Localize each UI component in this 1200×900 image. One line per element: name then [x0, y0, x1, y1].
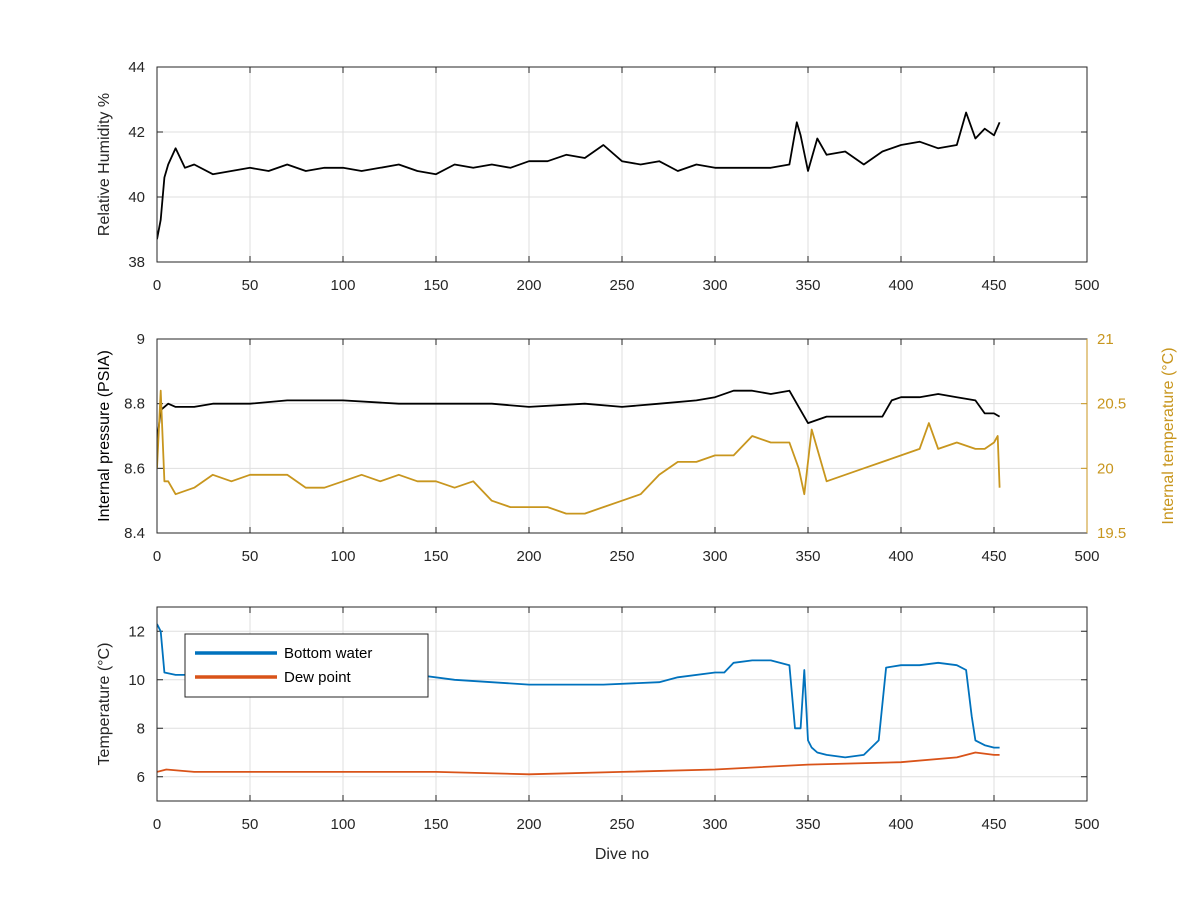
x-tick-label: 500 [1074, 277, 1099, 294]
x-tick-label: 250 [609, 277, 634, 294]
y2-tick-label: 20 [1097, 460, 1114, 477]
y2-tick-label: 21 [1097, 331, 1114, 348]
y-tick-label: 44 [128, 59, 145, 76]
x-tick-label: 0 [153, 816, 161, 833]
legend: Bottom water Dew point [184, 633, 429, 698]
x-tick-label: 400 [888, 548, 913, 565]
x-tick-label: 200 [516, 277, 541, 294]
x-tick-label: 200 [516, 548, 541, 565]
y-tick-label: 38 [128, 254, 145, 271]
x-tick-label: 150 [423, 277, 448, 294]
x-tick-label: 150 [423, 548, 448, 565]
x-axis-label: Dive no [595, 846, 649, 863]
y-tick-label: 40 [128, 189, 145, 206]
y-tick-label: 6 [137, 769, 145, 786]
y-axis-label: Temperature (°C) [96, 643, 113, 766]
y-tick-label: 8 [137, 720, 145, 737]
x-tick-label: 100 [330, 548, 355, 565]
series-line-1 [157, 389, 1001, 443]
x-tick-label: 0 [153, 277, 161, 294]
x-tick-label: 100 [330, 277, 355, 294]
y-tick-label: 8.4 [124, 525, 145, 542]
axes-frame [156, 606, 1088, 802]
legend-label: Bottom water [284, 645, 372, 662]
y2-axis-label: Internal temperature (°C) [1160, 347, 1177, 524]
y2-tick-label: 19.5 [1097, 525, 1126, 542]
y-axis-label: Internal pressure (PSIA) [96, 350, 113, 522]
x-tick-label: 350 [795, 277, 820, 294]
y-axis-label: Relative Humidity % [96, 93, 113, 236]
x-tick-label: 450 [981, 816, 1006, 833]
x-tick-label: 500 [1074, 816, 1099, 833]
x-tick-label: 400 [888, 816, 913, 833]
x-tick-label: 450 [981, 548, 1006, 565]
x-tick-label: 300 [702, 816, 727, 833]
x-tick-label: 500 [1074, 548, 1099, 565]
legend-label: Dew point [284, 669, 352, 686]
y-tick-label: 42 [128, 124, 145, 141]
x-tick-label: 400 [888, 277, 913, 294]
x-tick-label: 150 [423, 816, 448, 833]
y-tick-label: 8.6 [124, 460, 145, 477]
panel-2: 0 50 100 150 200 250 300 350 400 450 500 8.4 8.6 8.8 9… [96, 331, 1177, 565]
x-tick-label: 350 [795, 816, 820, 833]
series-line-2 [157, 389, 1001, 515]
x-tick-label: 250 [609, 548, 634, 565]
panel-3: 0 50 100 150 200 250 300 350 400 450 500 6 8 10 12 Temp… [96, 606, 1100, 863]
legend-box [184, 633, 429, 698]
x-tick-label: 50 [242, 277, 259, 294]
x-tick-label: 50 [242, 816, 259, 833]
y-tick-label: 12 [128, 623, 145, 640]
x-tick-label: 50 [242, 548, 259, 565]
x-tick-label: 0 [153, 548, 161, 565]
panel-1: 0 50 100 150 200 250 300 350 400 450 500 38 40 42 44 Re… [96, 59, 1100, 294]
x-tick-label: 300 [702, 548, 727, 565]
x-tick-label: 100 [330, 816, 355, 833]
y-tick-label: 8.8 [124, 396, 145, 413]
series-dew-point [157, 751, 1000, 776]
x-tick-label: 300 [702, 277, 727, 294]
x-tick-label: 450 [981, 277, 1006, 294]
axes-frame [156, 66, 1088, 263]
y2-tick-label: 20.5 [1097, 396, 1126, 413]
x-tick-label: 200 [516, 816, 541, 833]
series-line-1 [157, 111, 1001, 240]
x-tick-label: 350 [795, 548, 820, 565]
y-tick-label: 9 [137, 331, 145, 348]
y-tick-label: 10 [128, 672, 145, 689]
x-tick-label: 250 [609, 816, 634, 833]
